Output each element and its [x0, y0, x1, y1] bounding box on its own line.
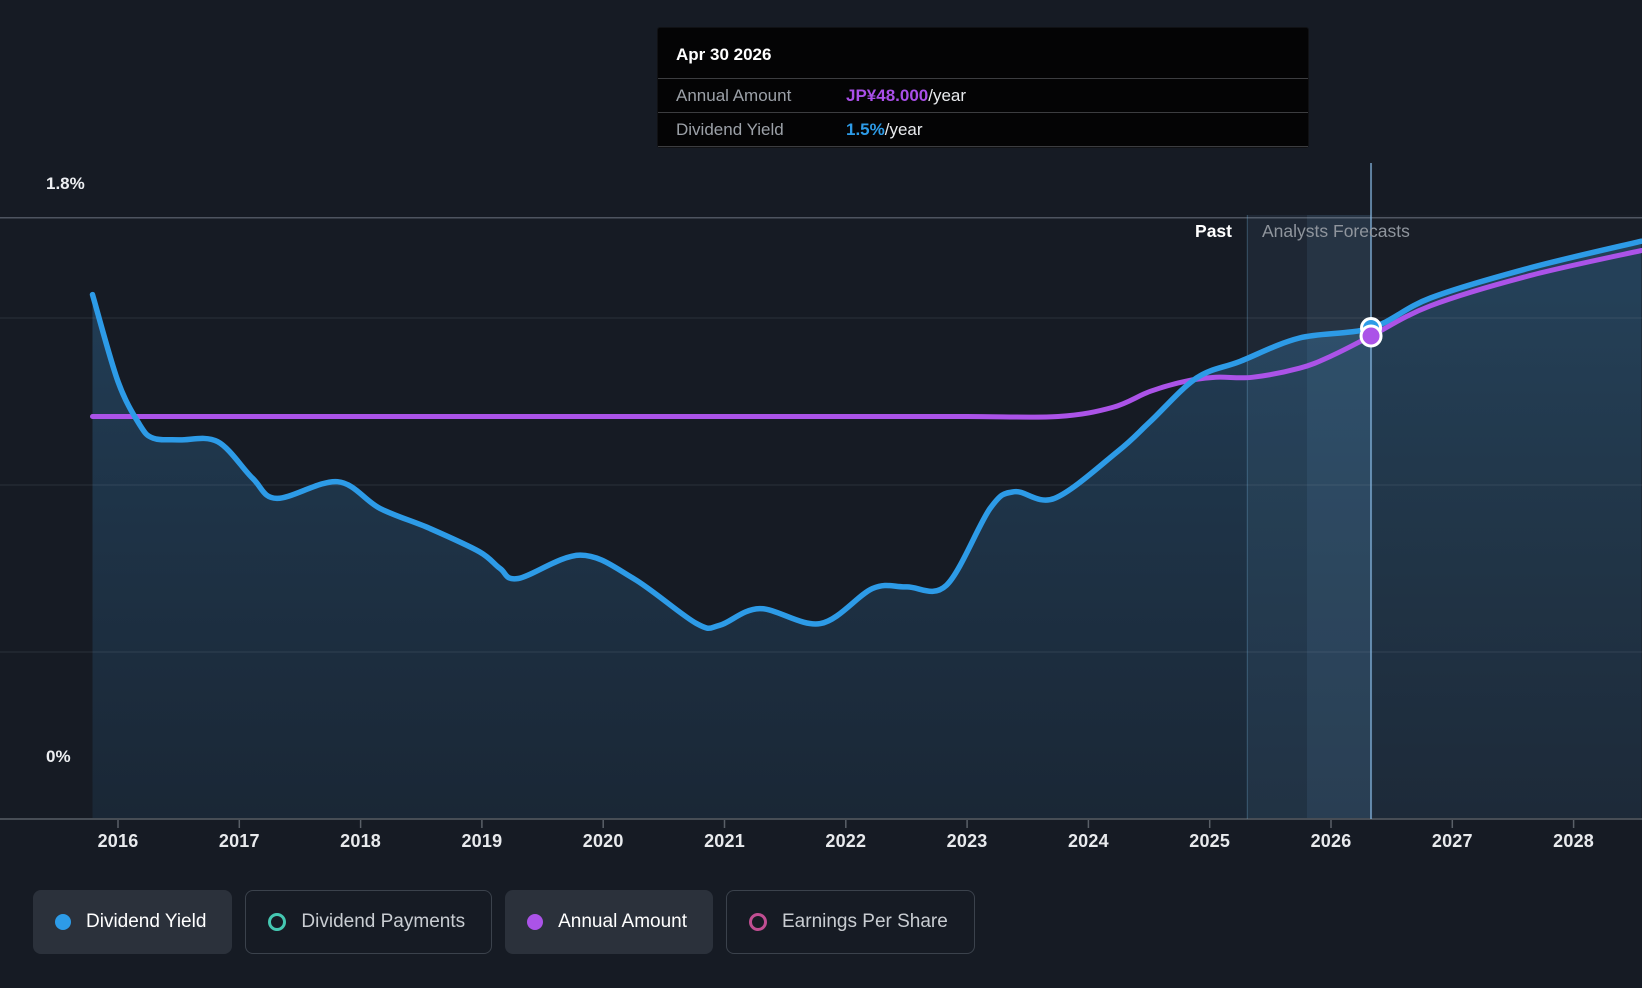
legend-button-dividend-payments[interactable]: Dividend Payments: [245, 890, 493, 954]
analysts-forecasts-zone-label: Analysts Forecasts: [1262, 221, 1410, 241]
tooltip-row-dividend-yield: Dividend Yield 1.5%/year: [658, 113, 1308, 147]
dividend-yield-line: [89, 238, 1642, 632]
x-axis-label-2016: 2016: [97, 831, 139, 851]
tooltip-row-suffix: /year: [928, 85, 967, 105]
tooltip-rows: Annual Amount JP¥48.000/year Dividend Yiel…: [658, 79, 1308, 147]
legend-button-earnings-per-share[interactable]: Earnings Per Share: [726, 890, 975, 954]
hover-highlight-band: [1247, 215, 1307, 819]
legend-dot-dividend-payments: [268, 913, 287, 931]
dividend-yield-area: [92, 241, 1642, 819]
hover-highlight-band: [1307, 215, 1372, 819]
x-axis-label-2019: 2019: [461, 831, 503, 851]
tooltip-row-label: Dividend Yield: [676, 119, 784, 139]
tooltip-row-label: Annual Amount: [676, 85, 792, 105]
legend-label: Dividend Yield: [86, 911, 207, 932]
x-axis-label-2023: 2023: [946, 831, 988, 851]
y-axis-min-label: 0%: [46, 747, 71, 766]
tooltip-row-value: JP¥48.000: [846, 85, 929, 105]
legend-button-dividend-yield[interactable]: Dividend Yield: [33, 890, 233, 954]
tooltip-date: Apr 30 2026: [658, 28, 1308, 79]
x-axis-label-2017: 2017: [218, 831, 260, 851]
tooltip-row-suffix: /year: [884, 119, 923, 139]
x-axis-label-2020: 2020: [582, 831, 624, 851]
y-axis-max-label: 1.8%: [46, 174, 85, 193]
tooltip-row-value: 1.5%: [846, 119, 885, 139]
legend-dot-earnings-per-share: [749, 913, 767, 931]
x-axis-label-2024: 2024: [1067, 831, 1109, 851]
legend: Dividend Yield Dividend Payments Annual Am…: [33, 890, 975, 954]
legend-button-annual-amount[interactable]: Annual Amount: [505, 890, 713, 954]
x-axis-label-2022: 2022: [825, 831, 867, 851]
past-zone-label: Past: [1195, 221, 1232, 241]
legend-label: Dividend Payments: [301, 911, 466, 932]
x-axis-label-2026: 2026: [1310, 831, 1352, 851]
annual-amount-marker: [1359, 324, 1383, 348]
x-axis-label-2018: 2018: [340, 831, 382, 851]
tooltip: Apr 30 2026 Annual Amount JP¥48.000/year D…: [658, 28, 1308, 147]
x-axis-label-2028: 2028: [1553, 831, 1595, 851]
legend-label: Annual Amount: [558, 911, 687, 932]
x-axis-label-2025: 2025: [1189, 831, 1231, 851]
tooltip-row-annual-amount: Annual Amount JP¥48.000/year: [658, 79, 1308, 113]
x-axis-label-2021: 2021: [704, 831, 745, 851]
legend-label: Earnings Per Share: [782, 911, 948, 932]
legend-dot-dividend-yield: [55, 914, 71, 930]
legend-dot-annual-amount: [527, 914, 544, 930]
x-axis-label-2027: 2027: [1431, 831, 1473, 851]
